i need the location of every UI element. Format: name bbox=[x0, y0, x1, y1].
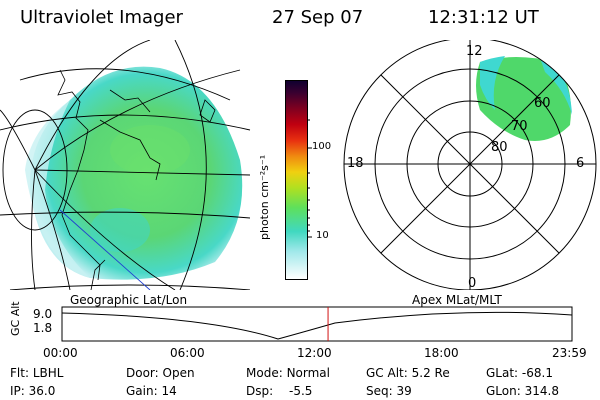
instrument-title: Ultraviolet Imager bbox=[20, 7, 183, 28]
status-gc-alt: GC Alt: 5.2 Re bbox=[366, 366, 450, 380]
y-tick-9: 9.0 bbox=[33, 307, 53, 321]
mlt-label-6: 6 bbox=[576, 156, 585, 171]
status-gain: Gain: 14 bbox=[126, 384, 177, 398]
status-glon: GLon: 314.8 bbox=[486, 384, 559, 398]
lat-label-80: 80 bbox=[491, 140, 508, 155]
mlt-label-18: 18 bbox=[347, 156, 364, 171]
timeline-right-title: Apex MLat/MLT bbox=[412, 293, 502, 307]
x-tick-2359: 23:59 bbox=[552, 346, 587, 360]
colorbar bbox=[285, 80, 308, 280]
x-tick-0600: 06:00 bbox=[170, 346, 205, 360]
altitude-curve bbox=[61, 311, 573, 340]
status-dsp: Dsp: -5.5 bbox=[246, 384, 313, 398]
status-mode: Mode: Normal bbox=[246, 366, 330, 380]
y-tick-1-8: 1.8 bbox=[33, 321, 53, 335]
timeline-y-label: GC Alt bbox=[9, 301, 22, 336]
timeline-left-title: Geographic Lat/Lon bbox=[70, 293, 188, 307]
x-tick-1800: 18:00 bbox=[424, 346, 459, 360]
status-filter: Flt: LBHL bbox=[10, 366, 64, 380]
colorbar-tick-100: 100 bbox=[312, 141, 332, 152]
date-label: 27 Sep 07 bbox=[272, 7, 364, 28]
x-tick-1200: 12:00 bbox=[297, 346, 332, 360]
time-label: 12:31:12 UT bbox=[428, 7, 539, 28]
mlt-label-0: 0 bbox=[468, 276, 477, 291]
colorbar-ticks bbox=[307, 119, 312, 238]
status-seq: Seq: 39 bbox=[366, 384, 412, 398]
status-glat: GLat: -68.1 bbox=[486, 366, 553, 380]
x-tick-0000: 00:00 bbox=[43, 346, 78, 360]
geographic-image bbox=[0, 40, 251, 290]
polar-plot bbox=[343, 40, 597, 290]
lat-label-60: 60 bbox=[534, 96, 551, 111]
colorbar-tick-10: 10 bbox=[316, 230, 329, 241]
lat-label-70: 70 bbox=[511, 119, 528, 134]
mlt-label-12: 12 bbox=[466, 44, 483, 59]
polar-aurora bbox=[476, 57, 571, 141]
colorbar-unit-label: photon cm⁻²s⁻¹ bbox=[258, 154, 271, 240]
aurora-blob bbox=[29, 66, 243, 280]
timeline-frame bbox=[61, 306, 573, 342]
status-door: Door: Open bbox=[126, 366, 195, 380]
status-ip: IP: 36.0 bbox=[10, 384, 56, 398]
orbit-timeline bbox=[61, 306, 573, 342]
